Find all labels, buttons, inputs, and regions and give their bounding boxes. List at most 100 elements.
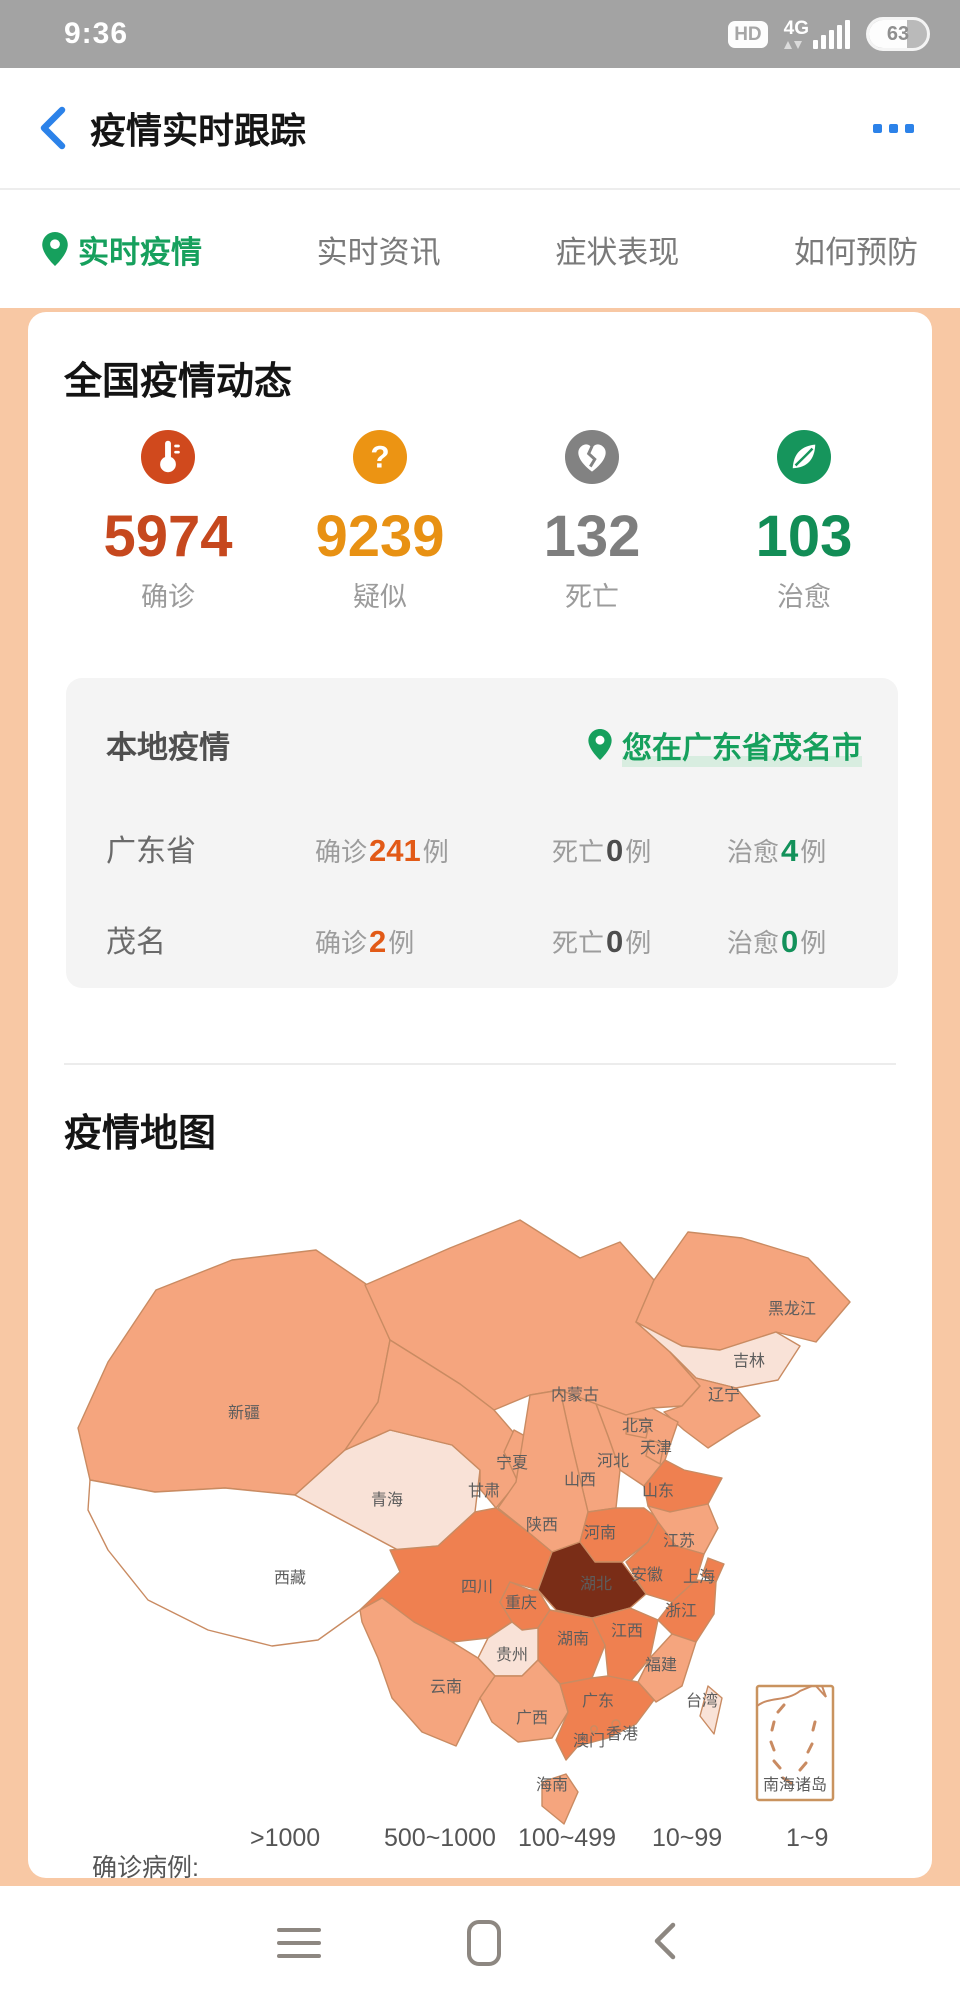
page-background: 全国疫情动态 5974 确诊 ?: [0, 308, 960, 1886]
status-bar: 9:36 HD 4G 63: [0, 0, 960, 68]
province-tianjin: [645, 1439, 665, 1465]
legend-item: 100~499: [518, 1824, 617, 1852]
svg-text:甘肃: 甘肃: [468, 1482, 500, 1500]
province-guangdong: [555, 1675, 655, 1761]
svg-text:新疆: 新疆: [228, 1404, 260, 1422]
svg-text:浙江: 浙江: [665, 1602, 697, 1620]
legend-item: 10~99: [652, 1824, 723, 1852]
svg-text:江苏: 江苏: [663, 1532, 695, 1550]
home-icon[interactable]: [467, 1920, 501, 1966]
svg-text:内蒙古: 内蒙古: [551, 1386, 599, 1404]
confirmed-cell: 确诊 241 例: [315, 833, 449, 868]
upload-arrow-icon: [783, 41, 792, 49]
local-section-title: 本地疫情: [106, 730, 230, 765]
svg-text:黑龙江: 黑龙江: [768, 1300, 816, 1318]
svg-text:重庆: 重庆: [505, 1594, 537, 1612]
svg-text:宁夏: 宁夏: [496, 1454, 528, 1472]
province-shanghai: [701, 1557, 725, 1583]
download-arrow-icon: [793, 41, 802, 49]
svg-text:山西: 山西: [564, 1471, 596, 1489]
svg-text:吉林: 吉林: [733, 1352, 765, 1370]
province-shapes: [77, 1219, 851, 1825]
broken-heart-icon: [565, 430, 619, 484]
svg-text:台湾: 台湾: [686, 1692, 718, 1710]
south-china-sea-inset: 南海诸岛: [755, 1684, 835, 1802]
map-section-title: 疫情地图: [64, 1113, 217, 1155]
legend-item: >1000: [250, 1824, 321, 1852]
recents-menu-icon[interactable]: [277, 1928, 321, 1958]
death-cell: 死亡 0 例: [552, 924, 652, 959]
android-nav-bar: [0, 1886, 960, 2000]
svg-text:辽宁: 辽宁: [708, 1386, 740, 1404]
province-yunnan: [359, 1597, 496, 1747]
section-divider: [64, 1063, 896, 1065]
page-title: 疫情实时跟踪: [90, 110, 307, 151]
svg-text:香港: 香港: [606, 1725, 638, 1743]
leaf-icon: [777, 430, 831, 484]
legend-title: 确诊病例:: [92, 1854, 199, 1882]
svg-text:广西: 广西: [516, 1709, 548, 1727]
current-location-link[interactable]: 您在广东省茂名市: [588, 723, 862, 767]
stat-confirmed: 5974 确诊: [62, 430, 274, 614]
province-heilongjiang: [635, 1231, 851, 1351]
svg-text:贵州: 贵州: [496, 1646, 528, 1664]
national-stats: 5974 确诊 ? 9239 疑似: [62, 430, 910, 614]
stat-label: 死亡: [565, 581, 619, 612]
more-options-icon[interactable]: [873, 123, 914, 133]
death-cell: 死亡 0 例: [552, 833, 652, 868]
current-location-text: 您在广东省茂名市: [622, 723, 862, 767]
svg-text:?: ?: [370, 439, 389, 475]
stat-value: 132: [543, 504, 641, 569]
location-pin-icon: [42, 232, 68, 266]
tab-prevention[interactable]: 如何预防: [794, 227, 918, 272]
nav-back-icon[interactable]: [647, 1918, 683, 1969]
svg-text:海南: 海南: [536, 1776, 568, 1794]
province-liaoning: [663, 1351, 761, 1449]
tab-label: 实时资讯: [316, 234, 441, 270]
stat-value: 103: [755, 504, 853, 569]
stat-cured: 103 治愈: [698, 430, 910, 614]
region-name: 茂名: [106, 926, 166, 959]
svg-text:上海: 上海: [683, 1568, 715, 1586]
province-taiwan: [699, 1685, 723, 1735]
battery-fill: [869, 20, 908, 48]
local-epidemic-panel: 本地疫情 您在广东省茂名市 广东省 确诊 241 例 死亡 0 例 治愈 4 例 茂名 确诊…: [66, 678, 898, 988]
signal-icon: 4G: [783, 19, 850, 49]
cured-cell: 治愈 0 例: [727, 924, 827, 959]
thermometer-icon: [141, 430, 195, 484]
svg-text:云南: 云南: [430, 1678, 462, 1696]
svg-text:江西: 江西: [611, 1622, 643, 1640]
svg-text:青海: 青海: [371, 1491, 403, 1509]
province-jiangxi: [591, 1607, 659, 1683]
svg-text:西藏: 西藏: [274, 1569, 306, 1587]
clock: 9:36: [64, 17, 129, 50]
svg-text:四川: 四川: [461, 1579, 493, 1596]
stat-value: 5974: [103, 504, 233, 569]
national-section-title: 全国疫情动态: [64, 361, 293, 403]
svg-text:广东: 广东: [582, 1692, 614, 1710]
main-card: 全国疫情动态 5974 确诊 ?: [28, 312, 932, 1882]
location-pin-icon: [588, 729, 612, 760]
signal-bars-icon: [813, 20, 850, 49]
tab-label: 如何预防: [793, 234, 918, 270]
province-labels: 新疆 西藏 青海 甘肃 宁夏 内蒙古 黑龙江 吉林 辽宁 北京 天津 河北 山西…: [228, 1300, 816, 1794]
svg-text:澳门: 澳门: [573, 1732, 605, 1750]
tab-realtime-news[interactable]: 实时资讯: [317, 227, 441, 272]
stat-label: 疑似: [353, 581, 407, 612]
svg-text:山东: 山东: [642, 1482, 674, 1500]
province-hainan: [541, 1773, 579, 1825]
back-icon[interactable]: [36, 105, 70, 151]
tab-symptoms[interactable]: 症状表现: [555, 227, 679, 272]
stat-label: 确诊: [141, 581, 195, 612]
province-aomen: [590, 1725, 598, 1733]
province-beijing: [625, 1417, 651, 1439]
table-row: 茂名 确诊 2 例 死亡 0 例 治愈 0 例: [106, 917, 878, 961]
svg-text:湖北: 湖北: [580, 1575, 612, 1593]
tab-realtime-epidemic[interactable]: 实时疫情: [42, 227, 202, 272]
svg-text:天津: 天津: [640, 1439, 672, 1457]
stat-suspected: ? 9239 疑似: [274, 430, 486, 614]
battery-percent: 63: [886, 23, 910, 45]
stat-deaths: 132 死亡: [486, 430, 698, 614]
svg-text:河南: 河南: [584, 1524, 616, 1542]
